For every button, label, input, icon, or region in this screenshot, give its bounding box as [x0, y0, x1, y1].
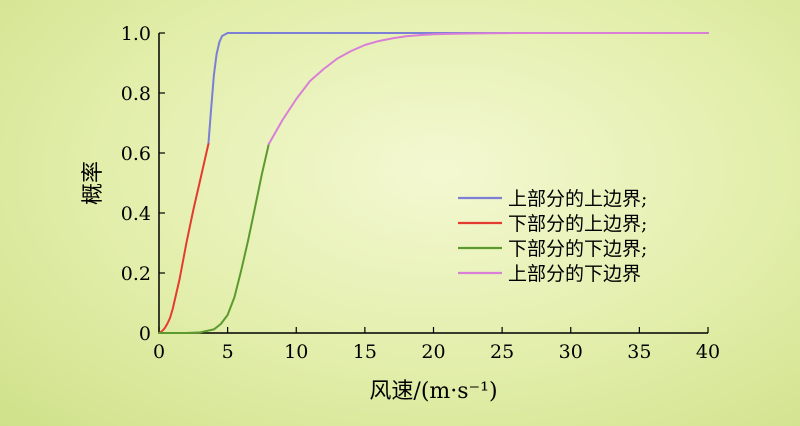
y-axis-title: 概率 [81, 161, 106, 205]
x-tick-label: 10 [284, 341, 308, 363]
x-tick-label: 40 [696, 341, 720, 363]
series-line-2 [158, 143, 210, 334]
series-line-1 [207, 32, 709, 145]
y-tick-label: 0.6 [121, 143, 151, 165]
x-tick-label: 30 [559, 341, 583, 363]
legend-label-2: 下部分的上边界; [508, 213, 647, 235]
legend-label-3: 下部分的下边界; [508, 238, 647, 260]
x-tick-label: 0 [153, 341, 165, 363]
y-tick-label: 0.2 [121, 263, 151, 285]
legend-label-4: 上部分的下边界 [508, 263, 641, 285]
x-tick-label: 20 [421, 341, 445, 363]
x-tick-label: 25 [490, 341, 514, 363]
x-tick-label: 5 [222, 341, 234, 363]
series-line-3 [158, 143, 270, 334]
y-tick-label: 0.8 [121, 83, 151, 105]
y-tick-label: 0.4 [121, 203, 151, 225]
series-line-4 [267, 32, 709, 145]
x-axis-title: 风速/(m·s⁻¹) [369, 379, 497, 404]
y-tick-label: 1.0 [121, 23, 151, 45]
x-tick-label: 35 [627, 341, 651, 363]
x-tick-label: 15 [353, 341, 377, 363]
y-tick-label: 0 [139, 323, 151, 345]
legend-label-1: 上部分的上边界; [508, 188, 647, 210]
